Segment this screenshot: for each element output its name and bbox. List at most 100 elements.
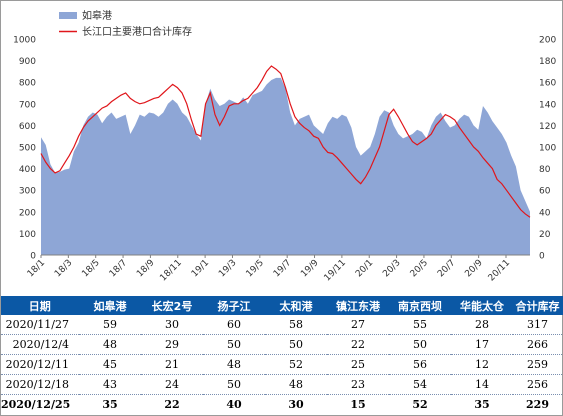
x-tick-label: 20/1 bbox=[354, 258, 375, 279]
table-header-cell: 镇江东港 bbox=[327, 296, 390, 315]
table-value-cell: 17 bbox=[451, 334, 513, 355]
table-value-cell: 45 bbox=[79, 354, 141, 375]
table-value-cell: 59 bbox=[79, 315, 141, 335]
table-date-cell: 2020/12/18 bbox=[1, 374, 79, 395]
x-tick-label: 20/5 bbox=[409, 258, 430, 279]
y-right-tick-label: 80 bbox=[539, 165, 551, 175]
table-row: 2020/11/27 59 30 60 58 27 55 28 317 bbox=[1, 315, 562, 335]
x-tick-label: 18/5 bbox=[80, 258, 101, 279]
table-date-cell: 2020/12/11 bbox=[1, 354, 79, 375]
y-right-tick-label: 40 bbox=[539, 208, 551, 218]
table-value-cell: 43 bbox=[79, 374, 141, 395]
table-value-cell: 14 bbox=[451, 374, 513, 395]
table-header-row: 日期 如皋港 长宏2号 扬子江 太和港 镇江东港 南京西坝 华能太仓 合计库存 bbox=[1, 296, 563, 315]
table-value-cell: 50 bbox=[389, 334, 451, 355]
table-value-cell: 60 bbox=[203, 315, 265, 335]
legend-label-total: 长江口主要港口合计库存 bbox=[82, 25, 192, 38]
legend-item-total: 长江口主要港口合计库存 bbox=[59, 25, 192, 38]
table-header-cell: 如皋港 bbox=[79, 296, 142, 315]
x-tick-label: 19/5 bbox=[245, 258, 266, 279]
x-tick-label: 19/3 bbox=[217, 258, 238, 279]
table-value-cell: 27 bbox=[327, 315, 389, 335]
table-value-cell: 22 bbox=[327, 334, 389, 355]
y-left-tick-label: 700 bbox=[19, 100, 36, 110]
table-value-cell: 30 bbox=[141, 315, 203, 335]
x-tick-label: 19/11 bbox=[323, 258, 348, 283]
table-value-cell: 48 bbox=[79, 334, 141, 355]
y-left-tick-label: 0 bbox=[30, 252, 36, 262]
x-tick-label: 20/7 bbox=[436, 258, 457, 279]
rugao-area-series bbox=[41, 77, 530, 255]
x-tick-label: 20/9 bbox=[463, 258, 485, 280]
table-header-cell: 合计库存 bbox=[513, 296, 563, 315]
table-value-cell: 25 bbox=[327, 354, 389, 375]
table-header-cell: 南京西坝 bbox=[389, 296, 452, 315]
y-right-tick-label: 160 bbox=[539, 79, 556, 89]
table-value-cell: 23 bbox=[327, 374, 389, 395]
table-row: 2020/12/25 35 22 40 30 15 52 35 229 bbox=[1, 395, 562, 415]
table-row: 2020/12/11 45 21 48 52 25 56 12 259 bbox=[1, 354, 562, 375]
y-right-tick-label: 200 bbox=[539, 36, 556, 46]
y-left-tick-label: 800 bbox=[19, 79, 36, 89]
table-header-cell: 长宏2号 bbox=[141, 296, 204, 315]
table-value-cell: 266 bbox=[513, 334, 562, 355]
x-tick-label: 18/3 bbox=[53, 258, 74, 279]
y-left-tick-label: 900 bbox=[19, 57, 36, 67]
table-value-cell: 15 bbox=[350, 398, 366, 411]
y-right-tick-label: 20 bbox=[539, 230, 551, 240]
y-left-tick-label: 300 bbox=[19, 187, 36, 197]
table-value-cell: 52 bbox=[412, 398, 428, 411]
y-left-tick-label: 500 bbox=[19, 144, 36, 154]
table-value-cell: 50 bbox=[265, 334, 327, 355]
table-value-cell: 229 bbox=[526, 398, 549, 411]
table-value-cell: 35 bbox=[474, 398, 490, 411]
y-right-tick-label: 60 bbox=[539, 187, 551, 197]
legend-item-rugao: 如皋港 bbox=[59, 9, 112, 22]
table-date-cell: 2020/12/4 bbox=[1, 334, 79, 355]
table-header-cell: 太和港 bbox=[265, 296, 328, 315]
x-tick-label: 20/3 bbox=[381, 258, 402, 279]
table-value-cell: 35 bbox=[102, 398, 118, 411]
x-tick-label: 18/1 bbox=[26, 258, 47, 279]
table-date-cell: 2020/12/25 bbox=[1, 398, 71, 411]
table-value-cell: 48 bbox=[265, 374, 327, 395]
inventory-chart: 0 100 200 300 400 500 600 700 800 900 1000 0 20 40 60 8… bbox=[13, 9, 556, 283]
table-row: 2020/12/18 43 24 50 48 23 54 14 256 bbox=[1, 374, 562, 395]
y-left-tick-label: 400 bbox=[19, 165, 36, 175]
y-right-tick-label: 100 bbox=[539, 144, 556, 154]
y-right-tick-label: 180 bbox=[539, 57, 556, 67]
x-tick-label: 18/7 bbox=[108, 258, 129, 279]
table-value-cell: 317 bbox=[513, 315, 562, 335]
y-right-tick-label: 0 bbox=[539, 252, 545, 262]
table-date-cell: 2020/11/27 bbox=[1, 315, 79, 335]
y-left-tick-label: 600 bbox=[19, 122, 36, 132]
x-tick-label: 18/11 bbox=[158, 258, 183, 283]
x-tick-label: 19/7 bbox=[272, 258, 293, 279]
legend-swatch-area bbox=[59, 12, 77, 19]
y-left-tick-label: 1000 bbox=[13, 36, 36, 46]
inventory-table: 日期 如皋港 长宏2号 扬子江 太和港 镇江东港 南京西坝 华能太仓 合计库存 2020/11/… bbox=[1, 296, 563, 414]
table-value-cell: 40 bbox=[226, 398, 242, 411]
table-value-cell: 58 bbox=[265, 315, 327, 335]
x-tick-label: 19/1 bbox=[190, 258, 211, 279]
y-right-tick-label: 140 bbox=[539, 100, 556, 110]
table-value-cell: 50 bbox=[203, 334, 265, 355]
y-left-tick-label: 200 bbox=[19, 208, 36, 218]
y-right-tick-label: 120 bbox=[539, 122, 556, 132]
table-value-cell: 21 bbox=[141, 354, 203, 375]
table-value-cell: 30 bbox=[288, 398, 304, 411]
x-tick-label: 19/9 bbox=[299, 258, 321, 280]
table-value-cell: 48 bbox=[203, 354, 265, 375]
table-header-cell: 华能太仓 bbox=[451, 296, 514, 315]
table-value-cell: 22 bbox=[164, 398, 180, 411]
yangtze-total-line-series bbox=[40, 65, 531, 218]
table-row: 2020/12/4 48 29 50 50 22 50 17 266 bbox=[1, 334, 562, 355]
table-value-cell: 24 bbox=[141, 374, 203, 395]
table-header-cell: 日期 bbox=[1, 296, 80, 315]
table-value-cell: 256 bbox=[513, 374, 562, 395]
table-value-cell: 52 bbox=[265, 354, 327, 375]
table-value-cell: 28 bbox=[451, 315, 513, 335]
x-tick-label: 20/11 bbox=[487, 258, 512, 283]
table-value-cell: 12 bbox=[451, 354, 513, 375]
